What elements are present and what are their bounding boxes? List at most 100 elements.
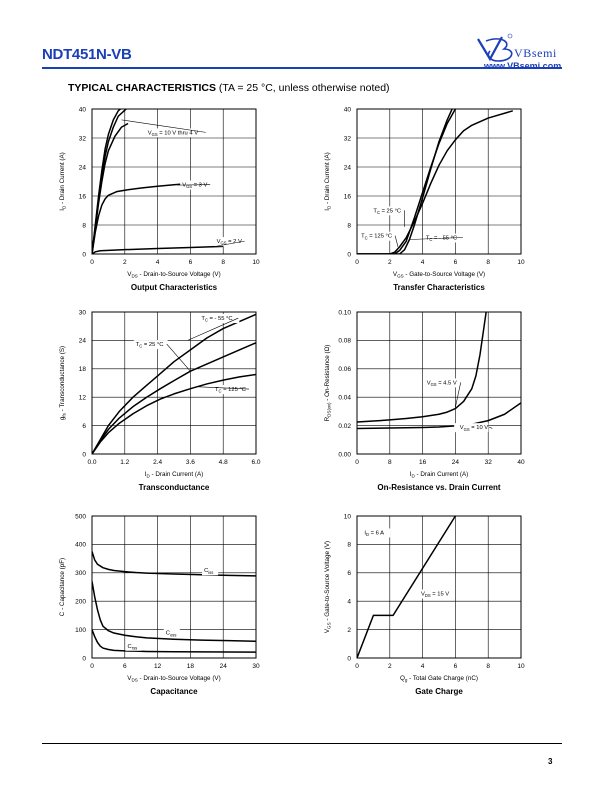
annotation-backdrop xyxy=(424,378,462,388)
page-number: 3 xyxy=(548,757,553,766)
series-annotation: Ciss xyxy=(204,568,213,575)
x-tick-label: 12 xyxy=(154,663,162,670)
annotation-leader xyxy=(409,237,463,240)
y-tick-label: 0.04 xyxy=(338,395,351,402)
series-line xyxy=(92,109,122,254)
y-tick-label: 24 xyxy=(79,164,87,171)
y-tick-label: 100 xyxy=(75,627,86,634)
y-tick-label: 0 xyxy=(82,655,86,662)
x-tick-label: 0 xyxy=(355,663,359,670)
y-tick-label: 8 xyxy=(82,222,86,229)
series-line xyxy=(357,402,521,430)
series-line xyxy=(357,109,453,254)
x-tick-label: 6 xyxy=(123,663,127,670)
x-tick-label: 10 xyxy=(517,259,525,266)
annotation-leader xyxy=(198,386,250,390)
x-axis-label: ID - Drain Current (A) xyxy=(410,471,469,479)
annotation-backdrop xyxy=(359,231,397,241)
x-tick-label: 10 xyxy=(517,663,525,670)
x-tick-label: 30 xyxy=(252,663,260,670)
y-tick-label: 32 xyxy=(79,135,87,142)
plot-frame xyxy=(356,108,522,255)
y-tick-label: 10 xyxy=(344,513,352,520)
brand-url[interactable]: www.VBsemi.com xyxy=(484,61,562,71)
y-tick-label: 4 xyxy=(347,599,351,606)
x-tick-label: 6 xyxy=(189,259,193,266)
x-tick-label: 2 xyxy=(388,663,392,670)
series-annotation: VGS = 4.5 V xyxy=(427,380,457,387)
chart-title: Gate Charge xyxy=(415,687,463,696)
series-annotation: TC = 125 °C xyxy=(215,387,246,394)
y-tick-label: 24 xyxy=(79,338,87,345)
x-tick-label: 24 xyxy=(220,663,228,670)
chart-title: Transconductance xyxy=(139,483,210,492)
series-line xyxy=(92,181,207,254)
x-tick-label: 0 xyxy=(355,259,359,266)
x-axis-label: VGS - Gate-to-Source Voltage (V) xyxy=(393,271,485,279)
vbsemi-logo-icon xyxy=(477,33,513,62)
y-tick-label: 0.06 xyxy=(338,366,351,373)
plot-frame xyxy=(91,311,257,455)
series-line xyxy=(92,342,256,454)
x-tick-label: 0 xyxy=(90,259,94,266)
annotation-leader xyxy=(177,184,211,186)
x-tick-label: 6 xyxy=(454,663,458,670)
x-tick-label: 6 xyxy=(454,259,458,266)
y-tick-label: 40 xyxy=(344,106,352,113)
series-annotation: VGS = 10 V xyxy=(460,425,489,432)
x-tick-label: 1.2 xyxy=(120,459,129,466)
annotation-backdrop xyxy=(214,237,246,247)
y-tick-label: 12 xyxy=(79,395,87,402)
y-axis-label: VGS - Gate-to-Source Voltage (V) xyxy=(324,541,332,633)
x-tick-label: 8 xyxy=(486,663,490,670)
chart-title: Capacitance xyxy=(150,687,198,696)
x-tick-label: 8 xyxy=(221,259,225,266)
series-annotation: TC = - 55 °C xyxy=(201,316,232,323)
series-line xyxy=(92,373,256,454)
annotation-leader xyxy=(213,240,245,248)
x-tick-label: 4 xyxy=(421,663,425,670)
y-tick-label: 32 xyxy=(344,135,352,142)
x-tick-label: 8 xyxy=(486,259,490,266)
annotation-backdrop xyxy=(418,589,453,599)
series-line xyxy=(92,581,256,642)
footer-rule xyxy=(42,743,562,744)
y-tick-label: 0.10 xyxy=(338,309,351,316)
chart-title: Output Characteristics xyxy=(131,283,218,292)
x-tick-label: 24 xyxy=(452,459,460,466)
annotation-backdrop xyxy=(202,566,219,576)
y-axis-label: ID - Drain Current (A) xyxy=(59,152,67,211)
series-annotation: VDS = 15 V xyxy=(421,592,449,599)
series-line xyxy=(357,110,514,254)
annotation-leader xyxy=(121,119,206,133)
x-tick-label: 32 xyxy=(485,459,493,466)
y-axis-label: RDS(on) - On-Resistance (Ω) xyxy=(324,345,332,422)
section-heading: TYPICAL CHARACTERISTICS (TA = 25 °C, unl… xyxy=(68,82,390,94)
annotation-backdrop xyxy=(362,528,391,538)
series-annotation: VGS = 10 V thru 4 V xyxy=(148,130,198,137)
x-tick-label: 0 xyxy=(355,459,359,466)
y-tick-label: 40 xyxy=(79,106,87,113)
annotation-backdrop xyxy=(133,340,168,350)
chart-transconductance: 0.0 1.2 2.4 3.6 4.8 6.0 0 6 12 18 24 30 ID - Drain C… xyxy=(59,309,261,492)
y-tick-label: 0 xyxy=(82,251,86,258)
annotation-backdrop xyxy=(145,128,207,138)
y-axis-label: C - Capacitance (pF) xyxy=(59,558,66,616)
plot-frame xyxy=(91,108,257,255)
x-tick-label: 0 xyxy=(90,663,94,670)
y-tick-label: 400 xyxy=(75,542,86,549)
x-tick-label: 4 xyxy=(156,259,160,266)
series-annotation: Coss xyxy=(166,631,177,638)
series-line xyxy=(357,109,457,254)
y-tick-label: 16 xyxy=(344,193,352,200)
annotation-backdrop xyxy=(163,628,180,638)
y-tick-label: 0 xyxy=(82,451,86,458)
series-annotation: VGS = 2 V xyxy=(217,239,242,246)
x-tick-label: 16 xyxy=(419,459,427,466)
annotation-leader xyxy=(166,343,191,372)
x-tick-label: 3.6 xyxy=(186,459,195,466)
annotation-backdrop xyxy=(213,385,250,395)
y-tick-label: 0.08 xyxy=(338,338,351,345)
